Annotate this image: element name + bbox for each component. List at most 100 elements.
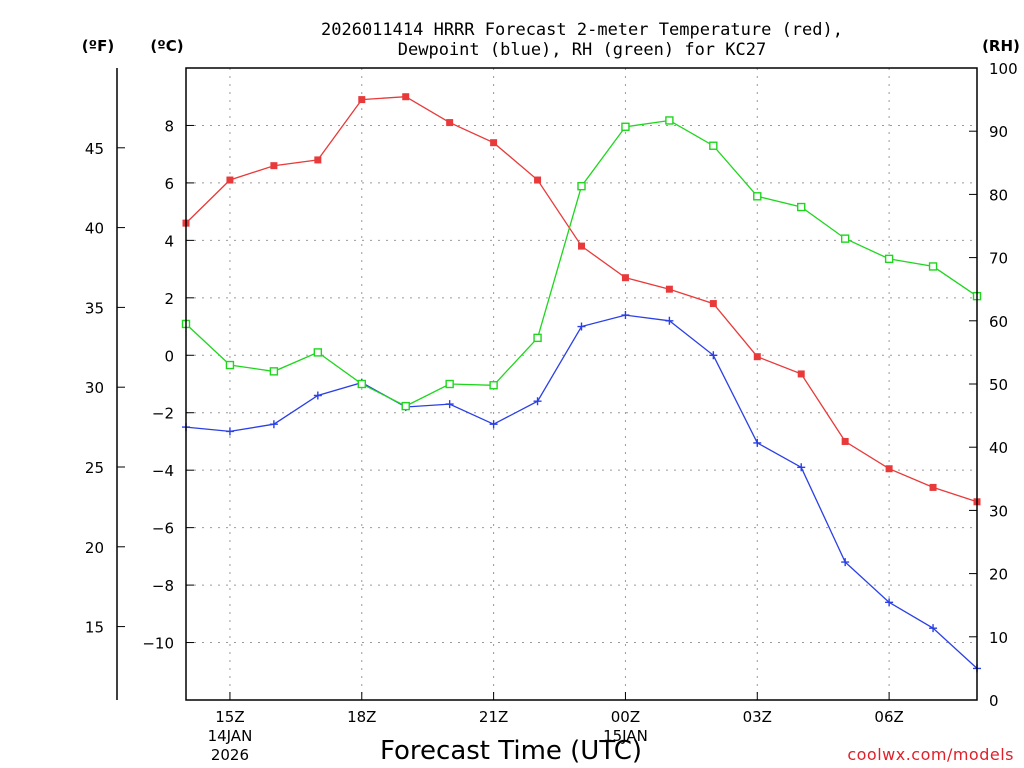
celsius-tick-label: 2 — [164, 290, 174, 308]
temperature-data-point — [753, 353, 761, 361]
rh-data-point — [489, 381, 498, 390]
temperature-data-point — [885, 465, 893, 473]
celsius-tick-label: −8 — [152, 577, 174, 595]
rh-tick-label: 60 — [989, 313, 1008, 331]
x-tick-label: 00Z — [611, 708, 640, 726]
temperature-data-point — [534, 176, 542, 184]
celsius-tick-label: −10 — [142, 635, 174, 653]
rh-tick-label: 90 — [989, 123, 1008, 141]
rh-tick-label: 0 — [989, 692, 999, 710]
rh-tick-label: 30 — [989, 502, 1008, 520]
dewpoint-data-point — [445, 400, 454, 409]
temperature-data-point — [358, 96, 366, 104]
celsius-tick-label: 8 — [164, 117, 174, 135]
temperature-data-point — [797, 370, 805, 378]
rh-unit-label: (RH) — [982, 37, 1020, 55]
rh-data-point — [533, 333, 542, 343]
axes-layer: 86420−2−4−6−8−10454035302520151009080706… — [85, 60, 1018, 764]
celsius-tick-label: 6 — [164, 175, 174, 193]
temperature-data-point — [621, 274, 629, 282]
temperature-data-point — [841, 437, 849, 445]
dewpoint-data-point — [797, 463, 806, 472]
credit-text: coolwx.com/models — [847, 745, 1014, 764]
x-tick-label: 15Z — [215, 708, 244, 726]
x-tick-label: 06Z — [874, 708, 903, 726]
temperature-data-point — [270, 162, 278, 170]
fahrenheit-tick-label: 20 — [85, 539, 104, 557]
x-tick-label: 03Z — [743, 708, 772, 726]
rh-data-point — [840, 234, 850, 243]
celsius-tick-label: −2 — [152, 405, 174, 423]
rh-data-point — [665, 116, 674, 125]
dewpoint-data-point — [621, 311, 630, 320]
fahrenheit-tick-label: 45 — [85, 140, 104, 158]
dewpoint-data-point — [841, 558, 850, 567]
chart-title-line-2: Dewpoint (blue), RH (green) for KC27 — [398, 40, 766, 60]
dewpoint-data-point — [269, 420, 278, 429]
fahrenheit-tick-label: 30 — [85, 379, 104, 397]
x-tick-label: 18Z — [347, 708, 376, 726]
fahrenheit-tick-label: 35 — [85, 299, 104, 317]
rh-tick-label: 70 — [989, 250, 1008, 268]
temperature-data-point — [314, 156, 322, 164]
rh-data-point — [709, 141, 718, 150]
temperature-data-point — [929, 483, 937, 491]
dewpoint-data-point — [313, 391, 322, 400]
x-axis-label: Forecast Time (UTC) — [380, 736, 642, 766]
rh-data-point — [269, 367, 279, 376]
chart-title-line-1: 2026011414 HRRR Forecast 2-meter Tempera… — [321, 20, 843, 40]
rh-data-point — [621, 122, 630, 131]
rh-data-point — [445, 379, 454, 389]
series-layer — [181, 93, 982, 673]
temperature-data-point — [709, 300, 717, 308]
celsius-tick-label: −4 — [152, 462, 174, 480]
temperature-series-line — [185, 96, 978, 503]
temperature-data-point — [578, 242, 585, 250]
dewpoint-data-point — [665, 316, 674, 325]
temperature-data-point — [446, 119, 454, 127]
rh-data-point — [401, 401, 410, 411]
x-year-label: 2026 — [211, 746, 249, 764]
celsius-tick-label: 0 — [164, 347, 174, 365]
fahrenheit-unit-label: (ºF) — [82, 37, 114, 55]
temperature-data-point — [665, 285, 673, 293]
dewpoint-data-point — [929, 624, 938, 633]
dewpoint-data-point — [709, 351, 718, 360]
dewpoint-data-point — [225, 427, 234, 436]
temperature-data-point — [402, 93, 410, 101]
rh-tick-label: 100 — [989, 60, 1018, 78]
dewpoint-data-point — [533, 397, 542, 406]
x-date-label: 15JAN — [603, 727, 648, 745]
rh-data-point — [577, 181, 586, 191]
fahrenheit-tick-label: 15 — [85, 619, 104, 637]
dewpoint-data-point — [489, 420, 498, 429]
dewpoint-data-point — [885, 598, 894, 607]
dewpoint-data-point — [753, 438, 762, 447]
dewpoint-series-line — [185, 314, 978, 669]
rh-data-point — [928, 262, 938, 271]
rh-data-point — [313, 348, 323, 357]
celsius-tick-label: −6 — [152, 520, 174, 538]
plot-frame — [185, 67, 978, 701]
rh-data-point — [225, 360, 235, 370]
rh-series-line — [185, 119, 978, 407]
x-date-label: 14JAN — [208, 727, 253, 745]
rh-tick-label: 80 — [989, 186, 1008, 204]
rh-data-point — [753, 192, 762, 201]
rh-data-point — [357, 379, 366, 389]
x-tick-label: 21Z — [479, 708, 508, 726]
fahrenheit-tick-label: 25 — [85, 459, 104, 477]
temperature-data-point — [490, 139, 498, 147]
rh-tick-label: 40 — [989, 439, 1008, 457]
grid-layer — [186, 68, 977, 700]
rh-tick-label: 10 — [989, 629, 1008, 647]
temperature-data-point — [226, 176, 234, 184]
rh-tick-label: 20 — [989, 566, 1008, 584]
fahrenheit-tick-label: 40 — [85, 220, 104, 238]
dewpoint-data-point — [577, 322, 586, 331]
rh-tick-label: 50 — [989, 376, 1008, 394]
rh-data-point — [884, 254, 894, 264]
celsius-unit-label: (ºC) — [150, 37, 183, 55]
celsius-tick-label: 4 — [164, 232, 174, 250]
